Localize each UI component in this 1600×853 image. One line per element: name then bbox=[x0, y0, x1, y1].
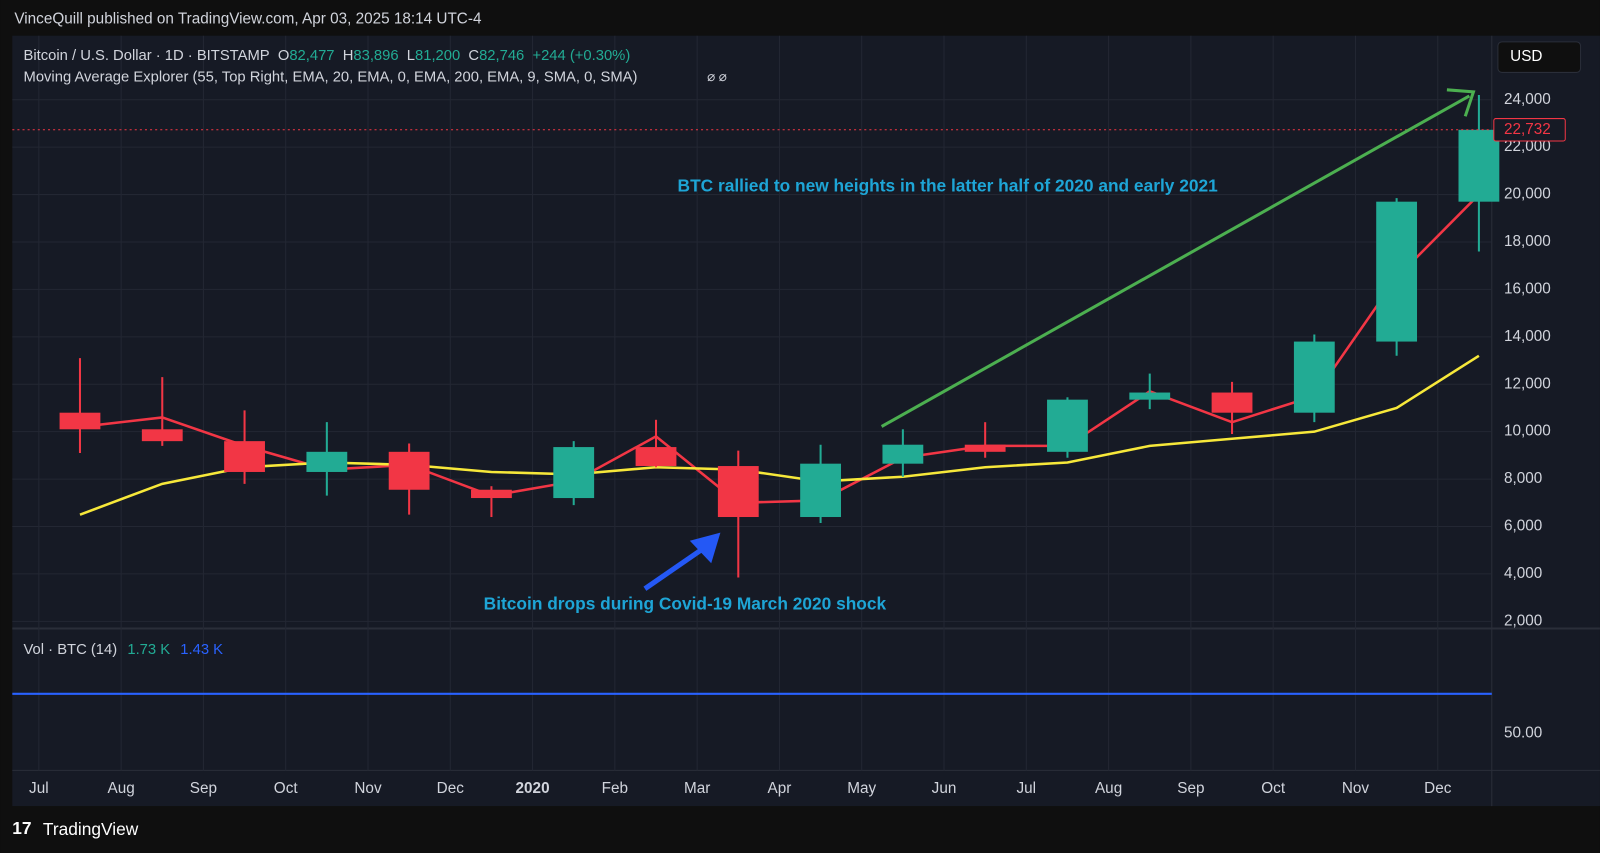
last-price-label: 22,732 bbox=[1504, 121, 1551, 138]
y-tick-label: 16,000 bbox=[1504, 280, 1551, 297]
trend-arrow bbox=[880, 94, 1471, 428]
y-tick-label: 14,000 bbox=[1504, 328, 1551, 345]
candle-body bbox=[1293, 341, 1335, 413]
y-tick-label: 24,000 bbox=[1504, 91, 1551, 108]
hide-icons[interactable]: ⌀ ⌀ bbox=[707, 69, 727, 84]
x-tick-label: Mar bbox=[684, 780, 710, 797]
x-tick-label: Apr bbox=[768, 780, 792, 797]
change: +244 (+0.30%) bbox=[532, 48, 630, 64]
candle-body bbox=[224, 441, 265, 472]
brand: TradingView bbox=[43, 819, 139, 839]
y-tick-label: 4,000 bbox=[1504, 565, 1542, 582]
c: 82,746 bbox=[479, 48, 524, 64]
y-tick-label: 10,000 bbox=[1504, 423, 1551, 440]
price-axis bbox=[1491, 35, 1600, 807]
x-tick-label: Feb bbox=[602, 780, 628, 797]
x-tick-label: Aug bbox=[108, 780, 135, 797]
x-tick-label: May bbox=[847, 780, 876, 797]
y-tick-label: 22,000 bbox=[1504, 138, 1551, 155]
x-tick-label: Jul bbox=[29, 780, 49, 797]
y-tick-label: 2,000 bbox=[1504, 612, 1542, 629]
volume-title: Vol · BTC (14) bbox=[24, 642, 118, 658]
plot bbox=[12, 94, 1500, 578]
candle-body bbox=[882, 444, 924, 464]
volume-v2: 1.43 K bbox=[180, 642, 223, 658]
volume-legend: Vol · BTC (14) 1.73 K 1.43 K bbox=[24, 642, 224, 658]
candle-body bbox=[717, 466, 759, 518]
publisher: VinceQuill published on TradingView.com,… bbox=[14, 10, 482, 27]
x-tick-label: Dec bbox=[437, 780, 465, 797]
y-tick-label: 6,000 bbox=[1504, 518, 1542, 535]
candle-body bbox=[1047, 399, 1088, 452]
x-tick-label: Jul bbox=[1017, 780, 1037, 797]
candle-body bbox=[59, 412, 101, 430]
annotation: Bitcoin drops during Covid-19 March 2020… bbox=[484, 594, 887, 614]
volume-v1: 1.73 K bbox=[127, 642, 170, 658]
brand-logo: 17 bbox=[12, 818, 31, 838]
x-tick-label: Oct bbox=[1261, 780, 1286, 797]
drop-arrow-head bbox=[689, 532, 721, 564]
x-tick-label: Sep bbox=[1177, 780, 1204, 797]
trend-arrow-head bbox=[1446, 88, 1476, 117]
x-tick-label: Oct bbox=[274, 780, 299, 797]
x-tick-label: Jun bbox=[932, 780, 957, 797]
candle-body bbox=[1376, 201, 1418, 342]
drop-arrow bbox=[643, 545, 706, 591]
x-tick-label: 2020 bbox=[516, 780, 550, 797]
volume-tick: 50.00 bbox=[1504, 725, 1542, 742]
currency: USD bbox=[1510, 48, 1542, 65]
h: 83,896 bbox=[353, 48, 398, 64]
candle-body bbox=[800, 463, 841, 518]
y-tick-label: 20,000 bbox=[1504, 186, 1551, 203]
c-label: C bbox=[468, 48, 479, 64]
x-tick-label: Nov bbox=[354, 780, 382, 797]
o-label: O bbox=[278, 48, 290, 64]
candle-body bbox=[306, 451, 348, 472]
symbol: Bitcoin / U.S. Dollar · 1D · BITSTAMP bbox=[24, 48, 270, 64]
y-tick-label: 8,000 bbox=[1504, 470, 1542, 487]
candle-body bbox=[388, 451, 430, 490]
x-tick-label: Dec bbox=[1424, 780, 1452, 797]
x-tick-label: Aug bbox=[1095, 780, 1122, 797]
chart-area bbox=[12, 35, 1492, 807]
candle-body bbox=[1129, 392, 1171, 400]
l: 81,200 bbox=[415, 48, 460, 64]
o: 82,477 bbox=[289, 48, 334, 64]
indicator: Moving Average Explorer (55, Top Right, … bbox=[24, 69, 638, 85]
annotation: BTC rallied to new heights in the latter… bbox=[678, 175, 1219, 195]
candle-body bbox=[635, 447, 677, 467]
symbol-line: Bitcoin / U.S. Dollar · 1D · BITSTAMP O82… bbox=[24, 48, 631, 64]
currency-button[interactable] bbox=[1497, 41, 1582, 73]
x-tick-label: Sep bbox=[190, 780, 217, 797]
h-label: H bbox=[343, 48, 354, 64]
y-tick-label: 18,000 bbox=[1504, 233, 1551, 250]
candle-body bbox=[964, 444, 1006, 452]
candle-body bbox=[1211, 392, 1253, 413]
l-label: L bbox=[407, 48, 415, 64]
candle-body bbox=[141, 429, 183, 442]
candle-body bbox=[471, 489, 512, 499]
candle-body bbox=[553, 447, 595, 499]
candle-body bbox=[1458, 129, 1500, 202]
y-tick-label: 12,000 bbox=[1504, 375, 1551, 392]
last-price-box bbox=[1493, 118, 1566, 142]
x-tick-label: Nov bbox=[1342, 780, 1370, 797]
